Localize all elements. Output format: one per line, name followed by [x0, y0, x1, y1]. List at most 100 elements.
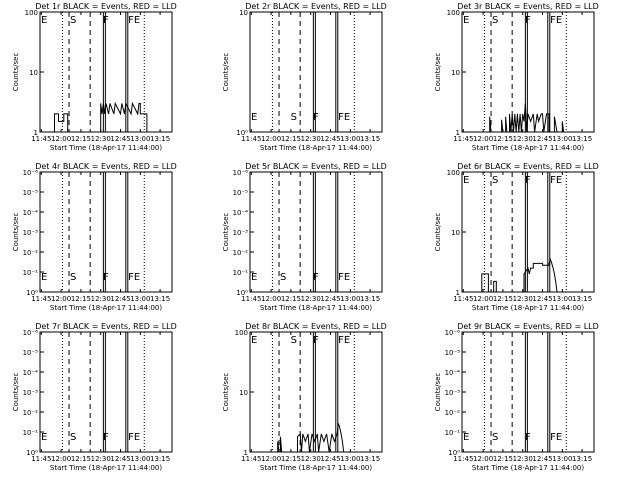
y-tick-label: 10⁻⁴	[445, 369, 461, 377]
y-tick-label: 100	[25, 9, 38, 17]
x-tick-label: 13:15	[572, 455, 592, 463]
y-tick-label: 10⁻¹	[23, 429, 39, 437]
x-tick-label: 12:15	[71, 135, 91, 143]
x-tick-label: 12:00	[473, 135, 493, 143]
panel-title: Det 3r BLACK = Events, RED = LLD	[457, 2, 599, 11]
x-tick-label: 12:30	[513, 135, 533, 143]
x-tick-label: 12:30	[91, 455, 111, 463]
y-tick-label: 10	[239, 389, 248, 397]
panel-4: Det 4r BLACK = Events, RED = LLD E S F FE 11:…	[12, 162, 177, 312]
x-tick-label: 13:15	[360, 455, 380, 463]
event-marker-fe: FE	[128, 15, 140, 26]
x-tick-label: 12:00	[261, 455, 281, 463]
x-tick-label: 12:45	[110, 135, 130, 143]
event-marker-fe: FE	[338, 335, 350, 346]
event-marker-fe: FE	[128, 432, 140, 443]
event-marker-s: S	[70, 15, 76, 26]
x-tick-label: 11:45	[453, 135, 473, 143]
y-axis-label: Counts/sec	[222, 53, 230, 92]
x-tick-label: 12:00	[51, 455, 71, 463]
event-marker-e: E	[41, 15, 47, 26]
x-axis-label: Start Time (18-Apr-17 11:44:00)	[260, 144, 372, 152]
x-tick-label: 12:15	[493, 135, 513, 143]
y-tick-label: 10⁻⁶	[445, 329, 461, 337]
y-tick-label: 10⁻¹	[445, 429, 461, 437]
x-tick-label: 12:45	[320, 455, 340, 463]
x-tick-label: 12:30	[301, 295, 321, 303]
y-tick-label: 10⁻²	[23, 409, 39, 417]
event-marker-s: S	[291, 112, 297, 123]
x-tick-label: 12:00	[261, 135, 281, 143]
x-tick-label: 11:45	[241, 455, 261, 463]
x-axis-label: Start Time (18-Apr-17 11:44:00)	[50, 144, 162, 152]
y-axis-label: Counts/sec	[12, 373, 20, 412]
x-axis-label: Start Time (18-Apr-17 11:44:00)	[50, 304, 162, 312]
event-marker-fe: FE	[550, 15, 562, 26]
panel-title: Det 9r BLACK = Events, RED = LLD	[457, 322, 599, 331]
event-marker-s: S	[70, 272, 76, 283]
x-tick-label: 13:15	[150, 455, 170, 463]
x-tick-label: 12:00	[51, 295, 71, 303]
x-axis-label: Start Time (18-Apr-17 11:44:00)	[50, 464, 162, 472]
event-marker-f: F	[525, 432, 531, 443]
y-tick-label: 10⁰	[236, 289, 248, 297]
event-marker-e: E	[251, 112, 257, 123]
y-tick-label: 10⁻⁵	[23, 349, 39, 357]
y-tick-label: 10⁰	[448, 449, 460, 457]
y-axis-label: Counts/sec	[434, 373, 442, 412]
y-tick-label: 10⁻⁶	[233, 169, 249, 177]
x-axis-label: Start Time (18-Apr-17 11:44:00)	[260, 304, 372, 312]
x-tick-label: 11:45	[453, 295, 473, 303]
event-marker-f: F	[525, 175, 531, 186]
x-tick-label: 13:00	[130, 135, 150, 143]
x-tick-label: 13:00	[130, 295, 150, 303]
plot-frame	[39, 11, 173, 133]
x-tick-label: 12:30	[513, 295, 533, 303]
event-marker-f: F	[313, 335, 319, 346]
x-tick-label: 11:45	[453, 455, 473, 463]
x-tick-label: 11:45	[241, 295, 261, 303]
panel-title: Det 2r BLACK = Events, RED = LLD	[245, 2, 387, 11]
y-tick-label: 10	[451, 69, 460, 77]
y-tick-label: 10⁻⁴	[23, 369, 39, 377]
panel-9: Det 9r BLACK = Events, RED = LLD E S F FE 11:…	[434, 322, 599, 472]
plot-frame	[249, 11, 383, 133]
panel-title: Det 7r BLACK = Events, RED = LLD	[35, 322, 177, 331]
y-tick-label: 10⁻⁵	[233, 189, 249, 197]
y-tick-label: 10⁰	[236, 129, 248, 137]
x-axis-label: Start Time (18-Apr-17 11:44:00)	[472, 304, 584, 312]
x-tick-label: 13:00	[340, 135, 360, 143]
panel-1: Det 1r BLACK = Events, RED = LLD E S F FE 11:…	[12, 2, 177, 152]
x-tick-label: 12:45	[532, 135, 552, 143]
panel-title: Det 5r BLACK = Events, RED = LLD	[245, 162, 387, 171]
y-axis-label: Counts/sec	[434, 53, 442, 92]
panel-title: Det 8r BLACK = Events, RED = LLD	[245, 322, 387, 331]
y-tick-label: 10⁻³	[23, 389, 39, 397]
event-marker-fe: FE	[338, 272, 350, 283]
event-marker-f: F	[525, 15, 531, 26]
x-axis-label: Start Time (18-Apr-17 11:44:00)	[472, 464, 584, 472]
panel-6: Det 6r BLACK = Events, RED = LLD E S F FE 11:…	[434, 162, 599, 312]
y-tick-label: 10⁻²	[233, 249, 249, 257]
y-tick-label: 10⁻⁵	[445, 349, 461, 357]
event-marker-f: F	[313, 112, 319, 123]
panel-2: Det 2r BLACK = Events, RED = LLD E S F FE 11:…	[222, 2, 387, 152]
x-tick-label: 12:00	[261, 295, 281, 303]
event-marker-e: E	[463, 175, 469, 186]
y-tick-label: 10⁻⁵	[23, 189, 39, 197]
event-marker-s: S	[492, 432, 498, 443]
x-tick-label: 13:15	[360, 135, 380, 143]
x-tick-label: 12:45	[532, 295, 552, 303]
x-tick-label: 13:15	[572, 135, 592, 143]
event-marker-f: F	[103, 272, 109, 283]
x-tick-label: 12:45	[532, 455, 552, 463]
y-axis-label: Counts/sec	[12, 53, 20, 92]
event-marker-e: E	[463, 15, 469, 26]
x-axis-label: Start Time (18-Apr-17 11:44:00)	[260, 464, 372, 472]
event-series-line	[250, 423, 382, 453]
y-tick-label: 10⁰	[26, 449, 38, 457]
panel-7: Det 7r BLACK = Events, RED = LLD E S F FE 11:…	[12, 322, 177, 472]
event-marker-s: S	[492, 175, 498, 186]
event-marker-fe: FE	[550, 432, 562, 443]
